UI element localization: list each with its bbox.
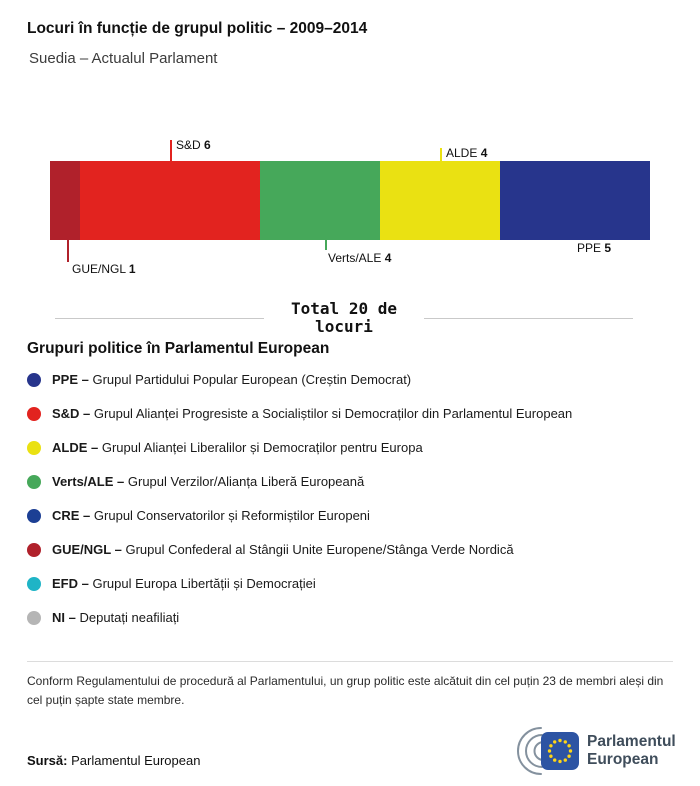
legend-name: Grupul Alianței Progresiste a Socialiști… <box>93 406 573 421</box>
legend-label: ALDE – Grupul Alianței Liberalilor și De… <box>52 440 423 456</box>
legend-name: Grupul Alianței Liberalilor și Democrați… <box>101 440 423 455</box>
bar-segment-verts-ale[interactable] <box>260 161 380 240</box>
bar-segment-ppe[interactable] <box>500 161 650 240</box>
legend-abbr: PPE – <box>52 372 89 387</box>
callout-line-sd <box>170 140 172 161</box>
legend-abbr: ALDE – <box>52 440 99 455</box>
callout-group-verts-ale: Verts/ALE <box>328 251 382 265</box>
legend-name: Grupul Europa Libertății și Democrației <box>92 576 316 591</box>
divider-line-left <box>55 317 264 319</box>
legend-abbr: GUE/NGL – <box>52 542 122 557</box>
legend-color-dot <box>27 543 41 557</box>
legend-label: GUE/NGL – Grupul Confederal al Stângii U… <box>52 542 514 558</box>
legend-abbr: Verts/ALE – <box>52 474 125 489</box>
callout-label-gue-ngl: GUE/NGL 1 <box>72 262 136 276</box>
legend-item-ppe: PPE – Grupul Partidului Popular European… <box>27 372 675 388</box>
callout-seats-ppe: 5 <box>604 241 612 255</box>
bar-segment-alde[interactable] <box>380 161 500 240</box>
legend-label: Verts/ALE – Grupul Verzilor/Alianța Libe… <box>52 474 364 490</box>
bar-segment-gue-ngl[interactable] <box>50 161 80 240</box>
legend-color-dot <box>27 577 41 591</box>
legend-color-dot <box>27 407 41 421</box>
logo-line1: Parlamentul <box>587 733 676 750</box>
legend-label: CRE – Grupul Conservatorilor și Reformiș… <box>52 508 370 524</box>
callout-seats-alde: 4 <box>480 146 488 160</box>
legend-label: PPE – Grupul Partidului Popular European… <box>52 372 411 388</box>
legend-item-sd: S&D – Grupul Alianței Progresiste a Soci… <box>27 406 675 422</box>
logo-line2: European <box>587 751 659 768</box>
legend-color-dot <box>27 373 41 387</box>
callout-line-gue-ngl <box>67 240 69 262</box>
callout-label-sd: S&D 6 <box>176 138 211 152</box>
callout-label-verts-ale: Verts/ALE 4 <box>328 251 391 265</box>
legend-abbr: NI – <box>52 610 76 625</box>
ep-logo-text: Parlamentul European <box>587 733 676 769</box>
legend-item-cre: CRE – Grupul Conservatorilor și Reformiș… <box>27 508 675 524</box>
bar-segment-s-d[interactable] <box>80 161 260 240</box>
legend-item-ni: NI – Deputați neafiliați <box>27 610 675 626</box>
legend-name: Grupul Confederal al Stângii Unite Europ… <box>125 542 514 557</box>
legend-color-dot <box>27 509 41 523</box>
legend-color-dot <box>27 441 41 455</box>
ep-hemicycle-icon <box>517 727 579 775</box>
legend-item-alde: ALDE – Grupul Alianței Liberalilor și De… <box>27 440 675 456</box>
legend-label: S&D – Grupul Alianței Progresiste a Soci… <box>52 406 572 422</box>
callout-label-ppe: PPE 5 <box>577 241 611 255</box>
legend-abbr: S&D – <box>52 406 91 421</box>
callout-line-verts-ale <box>325 240 327 250</box>
eu-stars-icon <box>547 738 573 764</box>
total-divider: Total 20 de locuri <box>55 299 633 337</box>
source-value: Parlamentul European <box>71 753 201 768</box>
legend-label: EFD – Grupul Europa Libertății și Democr… <box>52 576 316 592</box>
callout-group-alde: ALDE <box>446 146 478 160</box>
legend-label: NI – Deputați neafiliați <box>52 610 179 626</box>
legend-item-verts-ale: Verts/ALE – Grupul Verzilor/Alianța Libe… <box>27 474 675 490</box>
legend-abbr: EFD – <box>52 576 89 591</box>
legend-name: Grupul Partidului Popular European (Creș… <box>92 372 412 387</box>
callout-seats-gue-ngl: 1 <box>128 262 136 276</box>
source-line: Sursă: Parlamentul European <box>27 753 200 768</box>
legend-abbr: CRE – <box>52 508 91 523</box>
legend-list: PPE – Grupul Partidului Popular European… <box>27 372 675 644</box>
legend-heading: Grupuri politice în Parlamentul European <box>27 340 330 357</box>
source-label: Sursă: <box>27 753 68 768</box>
ep-logo: Parlamentul European <box>514 726 676 776</box>
callout-seats-sd: 6 <box>204 138 211 152</box>
callout-label-alde: ALDE 4 <box>446 146 487 160</box>
stacked-bar <box>50 161 650 240</box>
page-subtitle: Suedia – Actualul Parlament <box>29 50 218 67</box>
callout-group-sd: S&D <box>176 138 201 152</box>
divider-line-right <box>424 317 633 319</box>
callout-seats-verts-ale: 4 <box>384 251 392 265</box>
legend-color-dot <box>27 611 41 625</box>
legend-name: Grupul Conservatorilor și Reformiștilor … <box>93 508 370 523</box>
callout-group-ppe: PPE <box>577 241 602 255</box>
page-title: Locuri în funcție de grupul politic – 20… <box>27 20 368 37</box>
legend-item-gue-ngl: GUE/NGL – Grupul Confederal al Stângii U… <box>27 542 675 558</box>
legend-name: Deputați neafiliați <box>79 610 180 625</box>
footnote: Conform Regulamentului de procedură al P… <box>27 674 664 707</box>
callout-line-alde <box>440 148 442 161</box>
callout-group-gue-ngl: GUE/NGL <box>72 262 126 276</box>
legend-item-efd: EFD – Grupul Europa Libertății și Democr… <box>27 576 675 592</box>
footer-divider <box>27 661 673 662</box>
legend-name: Grupul Verzilor/Alianța Liberă Europeană <box>127 474 365 489</box>
legend-color-dot <box>27 475 41 489</box>
total-seats-label: Total 20 de locuri <box>291 299 397 337</box>
